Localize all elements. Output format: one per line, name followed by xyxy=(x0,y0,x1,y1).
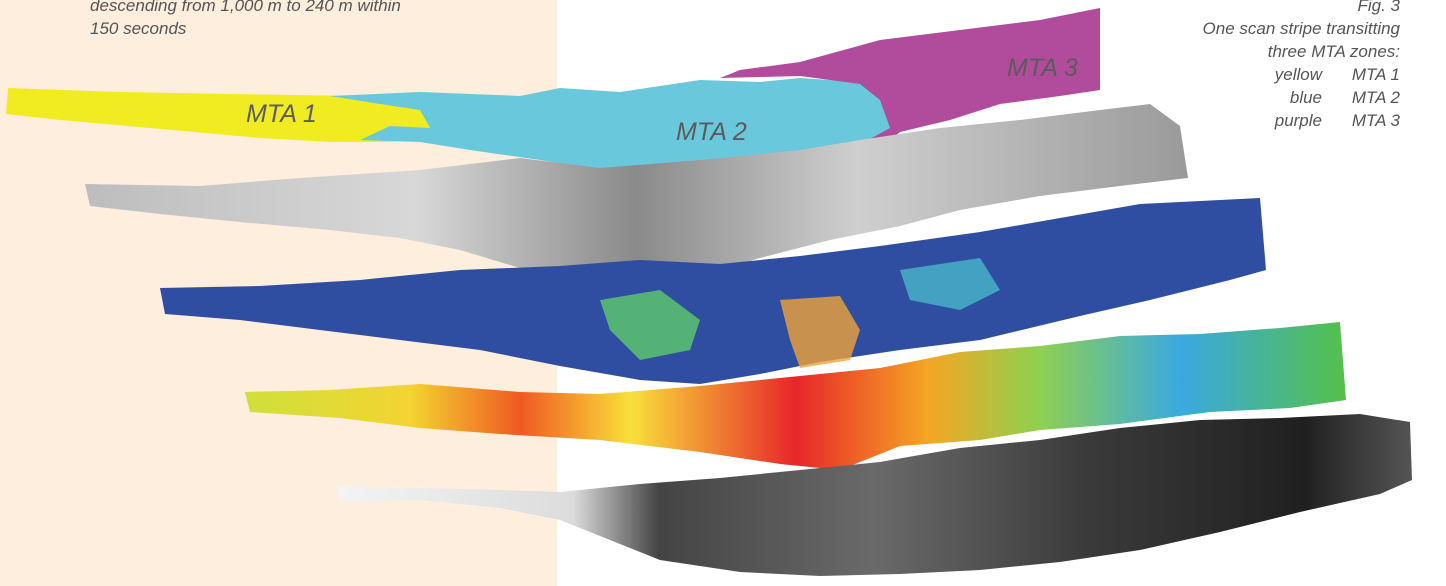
figure-number: Fig. 3 xyxy=(1357,0,1400,15)
heatmap-strip xyxy=(245,322,1346,470)
classification-green-area xyxy=(600,290,700,360)
caption-line-1: One scan stripe transitting xyxy=(1202,19,1400,38)
figure-caption: Fig. 3 One scan stripe transitting three… xyxy=(1080,0,1400,132)
legend-row-yellow: yellow MTA 1 xyxy=(1080,63,1400,86)
zone-label-mta3: MTA 3 xyxy=(1007,54,1078,82)
mta1-zone xyxy=(6,88,440,142)
legend-zone: MTA 1 xyxy=(1351,65,1400,84)
legend-color-name: blue xyxy=(1289,88,1322,107)
legend-row-blue: blue MTA 2 xyxy=(1080,86,1400,109)
classification-orange-area xyxy=(780,296,860,368)
legend-color-name: purple xyxy=(1274,111,1322,130)
zone-label-mta2: MTA 2 xyxy=(676,118,747,146)
classification-strip xyxy=(160,198,1266,384)
mta2-zone xyxy=(330,78,900,178)
mta3-zone xyxy=(720,8,1100,178)
legend-color-name: yellow xyxy=(1274,65,1322,84)
legend-zone: MTA 2 xyxy=(1351,88,1400,107)
zone-label-mta1: MTA 1 xyxy=(246,100,317,128)
legend-row-purple: purple MTA 3 xyxy=(1080,109,1400,132)
flight-caption: descending from 1,000 m to 240 m within … xyxy=(90,0,401,38)
mta-zone-strip: MTA 1 MTA 2 MTA 3 xyxy=(6,8,1100,178)
intensity-strip xyxy=(336,414,1412,576)
hillshade-strip xyxy=(85,104,1188,284)
caption-line-2: three MTA zones: xyxy=(1267,42,1400,61)
legend-zone: MTA 3 xyxy=(1351,111,1400,130)
classification-teal-area xyxy=(900,258,1000,310)
